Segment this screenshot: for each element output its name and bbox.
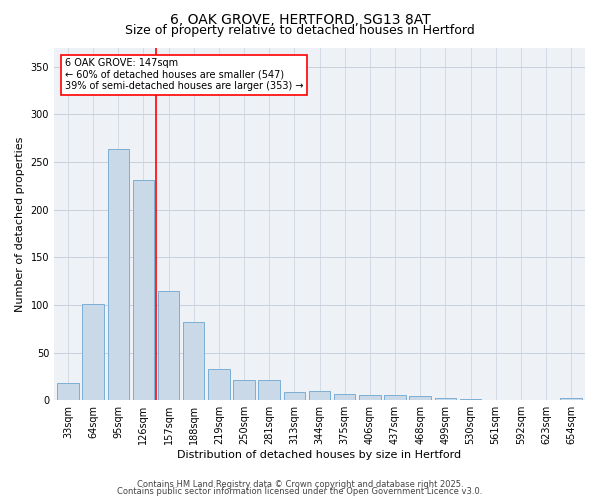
Bar bbox=[158, 290, 179, 400]
Bar bbox=[259, 380, 280, 400]
Text: Contains public sector information licensed under the Open Government Licence v3: Contains public sector information licen… bbox=[118, 487, 482, 496]
Bar bbox=[284, 392, 305, 400]
Bar bbox=[409, 396, 431, 400]
Bar bbox=[208, 369, 230, 400]
Bar bbox=[233, 380, 255, 400]
Text: 6, OAK GROVE, HERTFORD, SG13 8AT: 6, OAK GROVE, HERTFORD, SG13 8AT bbox=[170, 12, 430, 26]
Bar bbox=[385, 396, 406, 400]
Y-axis label: Number of detached properties: Number of detached properties bbox=[15, 136, 25, 312]
Bar bbox=[107, 150, 129, 400]
Bar bbox=[334, 394, 355, 400]
Bar bbox=[560, 398, 582, 400]
Text: Size of property relative to detached houses in Hertford: Size of property relative to detached ho… bbox=[125, 24, 475, 37]
Bar bbox=[82, 304, 104, 400]
Bar bbox=[133, 180, 154, 400]
Text: 6 OAK GROVE: 147sqm
← 60% of detached houses are smaller (547)
39% of semi-detac: 6 OAK GROVE: 147sqm ← 60% of detached ho… bbox=[65, 58, 303, 92]
Bar bbox=[434, 398, 456, 400]
Bar bbox=[57, 383, 79, 400]
X-axis label: Distribution of detached houses by size in Hertford: Distribution of detached houses by size … bbox=[178, 450, 461, 460]
Bar bbox=[183, 322, 205, 400]
Bar bbox=[309, 390, 330, 400]
Text: Contains HM Land Registry data © Crown copyright and database right 2025.: Contains HM Land Registry data © Crown c… bbox=[137, 480, 463, 489]
Bar bbox=[359, 396, 380, 400]
